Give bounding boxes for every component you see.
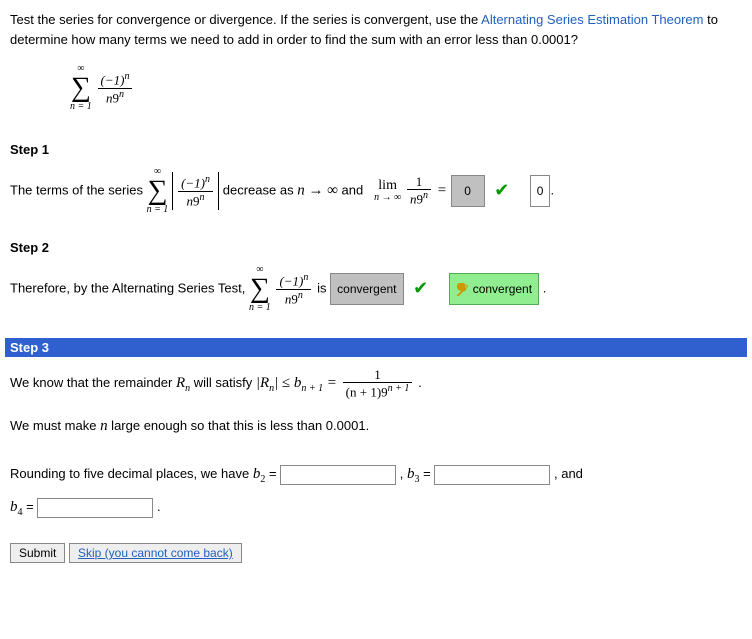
step3-line3: Rounding to five decimal places, we have…	[10, 458, 742, 491]
sigma-icon: ∞ ∑ n = 1	[147, 167, 169, 215]
step1-reveal: 0	[530, 175, 551, 207]
step1-header: Step 1	[10, 142, 742, 157]
step3-header: Step 3	[5, 338, 747, 357]
equals: =	[437, 182, 451, 198]
step1-text-c: and	[342, 182, 364, 197]
step3-content: We know that the remainder Rn will satis…	[10, 367, 742, 568]
b2-input[interactable]	[280, 465, 396, 485]
sigma-icon: ∞ ∑ n = 1	[70, 64, 92, 112]
submit-button[interactable]: Submit	[10, 543, 65, 563]
button-row: Submit Skip (you cannot come back)	[10, 539, 742, 568]
period: .	[543, 280, 547, 295]
step3-line4: b4 = .	[10, 491, 742, 524]
step2-content: Therefore, by the Alternating Series Tes…	[10, 265, 742, 313]
check-icon: ✔	[494, 180, 509, 200]
lim-icon: lim n → ∞	[374, 179, 401, 203]
theorem-link[interactable]: Alternating Series Estimation Theorem	[481, 12, 703, 27]
series-fraction: (−1)n n9n	[98, 71, 133, 105]
period: .	[550, 182, 554, 197]
series-fraction: (−1)n n9n	[276, 272, 311, 306]
step1-text-b: decrease as	[223, 182, 297, 197]
problem-pre: Test the series for convergence or diver…	[10, 12, 481, 27]
sigma-icon: ∞ ∑ n = 1	[249, 265, 271, 313]
step1-content: The terms of the series ∞ ∑ n = 1 (−1)n …	[10, 167, 742, 215]
step2-reveal: convergent	[449, 273, 539, 305]
b4-input[interactable]	[37, 498, 153, 518]
step2-header: Step 2	[10, 240, 742, 255]
main-series: ∞ ∑ n = 1 (−1)n n9n	[70, 64, 742, 112]
skip-button[interactable]: Skip (you cannot come back)	[69, 543, 242, 563]
step3-line2: We must make n large enough so that this…	[10, 410, 742, 443]
abs-fraction: (−1)n n9n	[172, 174, 219, 208]
check-icon: ✔	[413, 278, 428, 298]
step1-answer[interactable]: 0	[451, 175, 485, 207]
b3-input[interactable]	[434, 465, 550, 485]
problem-statement: Test the series for convergence or diver…	[10, 10, 742, 49]
step2-text-a: Therefore, by the Alternating Series Tes…	[10, 280, 249, 295]
remainder-fraction: 1 (n + 1)9n + 1	[343, 368, 413, 400]
lim-fraction: 1 n9n	[407, 175, 431, 207]
key-icon	[456, 283, 470, 297]
step3-line1: We know that the remainder Rn will satis…	[10, 367, 742, 400]
limit-n-inf: n → ∞	[297, 182, 338, 198]
step1-text-a: The terms of the series	[10, 182, 147, 197]
step2-answer[interactable]: convergent	[330, 273, 403, 305]
step2-text-b: is	[317, 280, 330, 295]
